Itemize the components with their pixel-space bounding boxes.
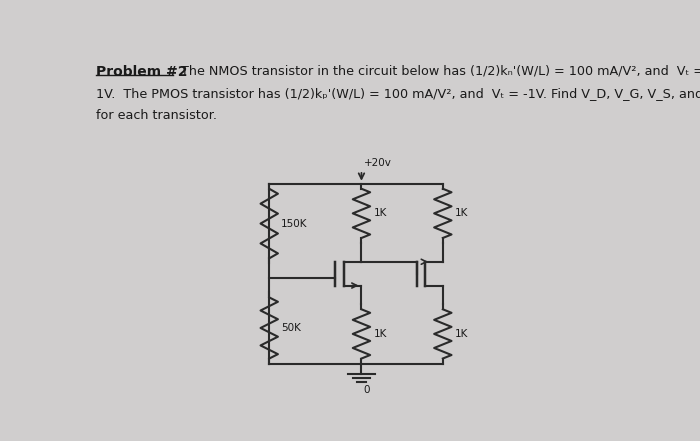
Text: +20v: +20v [364,158,392,168]
Text: 1K: 1K [373,329,387,339]
Text: 50K: 50K [281,323,301,333]
Text: for each transistor.: for each transistor. [96,109,216,122]
Text: 1K: 1K [373,208,387,218]
Text: The NMOS transistor in the circuit below has (1/2)kₙ'(W/L) = 100 mA/V², and  Vₜ : The NMOS transistor in the circuit below… [173,65,700,78]
Text: Problem #2: Problem #2 [96,65,187,79]
Text: 1K: 1K [455,329,468,339]
Text: 1V.  The PMOS transistor has (1/2)kₚ'(W/L) = 100 mA/V², and  Vₜ = -1V. Find V_D,: 1V. The PMOS transistor has (1/2)kₚ'(W/L… [96,87,700,100]
Text: 1K: 1K [455,208,468,218]
Text: 150K: 150K [281,219,308,228]
Text: 0: 0 [363,385,370,395]
